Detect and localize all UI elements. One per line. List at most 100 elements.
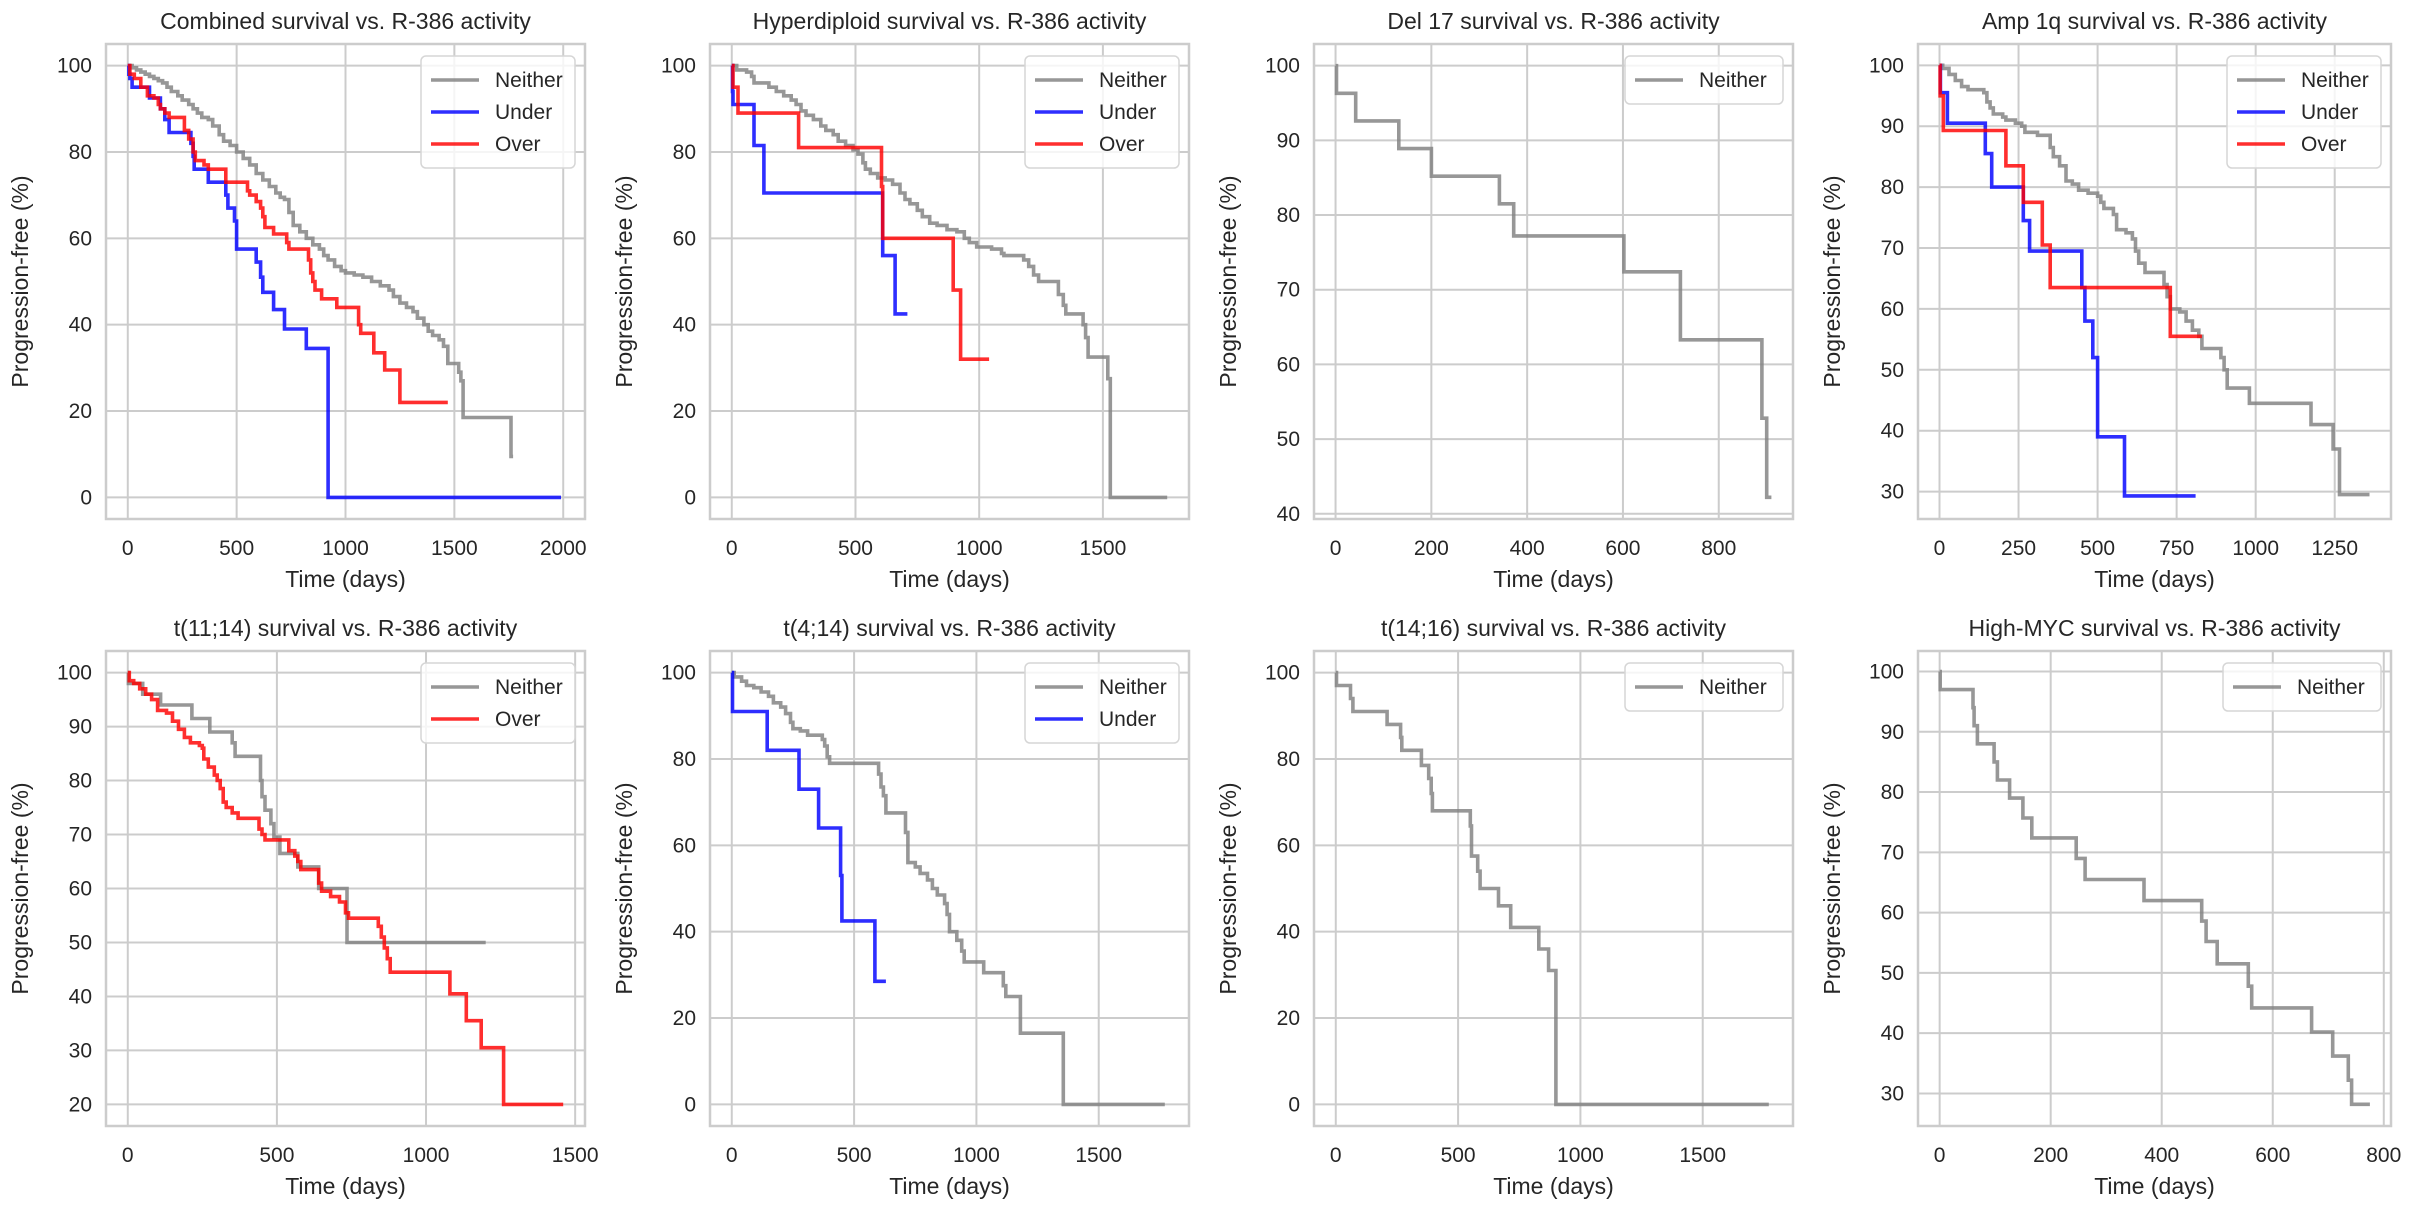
- series-group: [730, 63, 1168, 500]
- axes-frame: [1312, 42, 1795, 521]
- x-tick-label: 1250: [2311, 537, 2358, 560]
- panel-hyperdiploid: 0 500 1000 1500 0 20 40 60 80 100 Hyperdiploid sur…: [611, 8, 1191, 592]
- y-tick-label: 30: [1881, 1082, 1904, 1105]
- x-tick-label: 200: [2033, 1144, 2068, 1167]
- x-tick-label: 1500: [1075, 1144, 1122, 1167]
- legend-label-neither: Neither: [2297, 676, 2365, 699]
- panel-combined: 0 500 1000 1500 2000 0 20 40 60 80 100 Combined sur…: [7, 8, 587, 592]
- y-tick-label: 60: [1881, 298, 1904, 321]
- y-tick-label: 100: [661, 55, 696, 78]
- legend-label-neither: Neither: [495, 69, 563, 92]
- x-tick-label: 1000: [403, 1144, 450, 1167]
- x-tick-label: 200: [1414, 537, 1449, 560]
- legend-label-over: Over: [1099, 133, 1145, 156]
- legend: Neither Under Over: [1024, 55, 1180, 169]
- axes-frame: [708, 42, 1191, 521]
- series-group: [127, 63, 561, 500]
- axes-frame: [1916, 649, 2393, 1128]
- y-tick-label: 20: [69, 1093, 92, 1116]
- legend-label-under: Under: [495, 101, 552, 124]
- y-tick-label: 40: [69, 985, 92, 1008]
- x-axis-label: Time (days): [1493, 566, 1614, 592]
- y-tick-label: 40: [673, 314, 696, 337]
- y-tick-label: 100: [57, 662, 92, 685]
- x-tick-label: 400: [2144, 1144, 2179, 1167]
- y-tick-label: 0: [684, 486, 696, 509]
- x-tick-label: 1500: [431, 537, 478, 560]
- x-tick-label: 0: [122, 537, 134, 560]
- x-tick-label: 250: [2001, 537, 2036, 560]
- x-tick-label: 0: [726, 1144, 738, 1167]
- panel-del-17: 0 200 400 600 800 40 50 60 70 80 90 100 Del 17 survi…: [1215, 8, 1795, 592]
- y-tick-label: 70: [1277, 279, 1300, 302]
- x-tick-label: 0: [726, 537, 738, 560]
- legend-label-neither: Neither: [1699, 69, 1767, 92]
- x-tick-label: 0: [1330, 537, 1342, 560]
- x-tick-label: 600: [2255, 1144, 2290, 1167]
- series-line-under: [730, 670, 886, 984]
- series-group: [126, 670, 564, 1107]
- series-line-neither: [126, 670, 486, 945]
- x-tick-label: 500: [2080, 537, 2115, 560]
- x-axis-label: Time (days): [889, 566, 1010, 592]
- plot-area: [1314, 651, 1793, 1126]
- y-tick-label: 60: [1277, 353, 1300, 376]
- legend-frame: [1624, 662, 1784, 712]
- y-tick-label: 50: [1881, 962, 1904, 985]
- series-line-under: [730, 63, 908, 316]
- y-tick-label: 80: [1881, 176, 1904, 199]
- y-tick-label: 90: [1881, 721, 1904, 744]
- x-tick-label: 0: [1330, 1144, 1342, 1167]
- chart-title: Hyperdiploid survival vs. R-386 activity: [753, 8, 1147, 34]
- series-line-over: [127, 670, 564, 1107]
- series-group: [1334, 670, 1769, 1107]
- x-tick-label: 1000: [956, 537, 1003, 560]
- series-line-under: [1938, 63, 2196, 498]
- series-line-neither: [1334, 670, 1769, 1107]
- y-tick-label: 40: [673, 921, 696, 944]
- y-tick-label: 40: [1277, 921, 1300, 944]
- legend-label-neither: Neither: [495, 676, 563, 699]
- chart-title: t(14;16) survival vs. R-386 activity: [1381, 615, 1727, 641]
- x-tick-label: 400: [1510, 537, 1545, 560]
- x-tick-label: 0: [1934, 537, 1946, 560]
- y-tick-label: 80: [1277, 204, 1300, 227]
- series-group: [1334, 63, 1772, 500]
- legend-label-under: Under: [2301, 101, 2358, 124]
- y-tick-label: 50: [69, 931, 92, 954]
- legend-frame: [1024, 55, 1180, 169]
- y-tick-label: 20: [673, 1007, 696, 1030]
- y-tick-label: 30: [69, 1039, 92, 1062]
- x-axis-label: Time (days): [889, 1173, 1010, 1199]
- chart-title: High-MYC survival vs. R-386 activity: [1969, 615, 2341, 641]
- y-tick-label: 80: [69, 770, 92, 793]
- y-tick-label: 90: [69, 716, 92, 739]
- legend-label-over: Over: [2301, 133, 2347, 156]
- x-tick-label: 1000: [1557, 1144, 1604, 1167]
- y-tick-label: 40: [1277, 503, 1300, 526]
- y-tick-label: 70: [1881, 841, 1904, 864]
- y-tick-label: 0: [80, 486, 92, 509]
- chart-title: t(11;14) survival vs. R-386 activity: [174, 615, 518, 641]
- y-tick-label: 80: [673, 748, 696, 771]
- chart-title: Del 17 survival vs. R-386 activity: [1387, 8, 1720, 34]
- x-tick-label: 1500: [1080, 537, 1127, 560]
- y-tick-label: 70: [69, 824, 92, 847]
- legend-frame: [2226, 55, 2382, 169]
- y-axis-label: Progression-free (%): [1819, 782, 1845, 994]
- axes-frame: [1312, 649, 1795, 1128]
- series-line-neither: [1334, 63, 1772, 500]
- y-tick-label: 40: [1881, 1022, 1904, 1045]
- y-tick-label: 100: [1869, 54, 1904, 77]
- panel-t-4-14: 0 500 1000 1500 0 20 40 60 80 100 t(4;14) survival…: [611, 615, 1191, 1199]
- y-tick-label: 100: [1869, 660, 1904, 683]
- x-tick-label: 1000: [2232, 537, 2279, 560]
- legend-label-under: Under: [1099, 101, 1156, 124]
- legend-label-neither: Neither: [1099, 676, 1167, 699]
- y-axis-label: Progression-free (%): [7, 175, 33, 387]
- x-axis-label: Time (days): [2094, 1173, 2215, 1199]
- panel-high-myc: 0 200 400 600 800 30 40 50 60 70 80 90 100 High-MYC s…: [1819, 615, 2401, 1199]
- y-tick-label: 40: [1881, 420, 1904, 443]
- chart-title: Amp 1q survival vs. R-386 activity: [1982, 8, 2328, 34]
- axes-frame: [104, 649, 587, 1128]
